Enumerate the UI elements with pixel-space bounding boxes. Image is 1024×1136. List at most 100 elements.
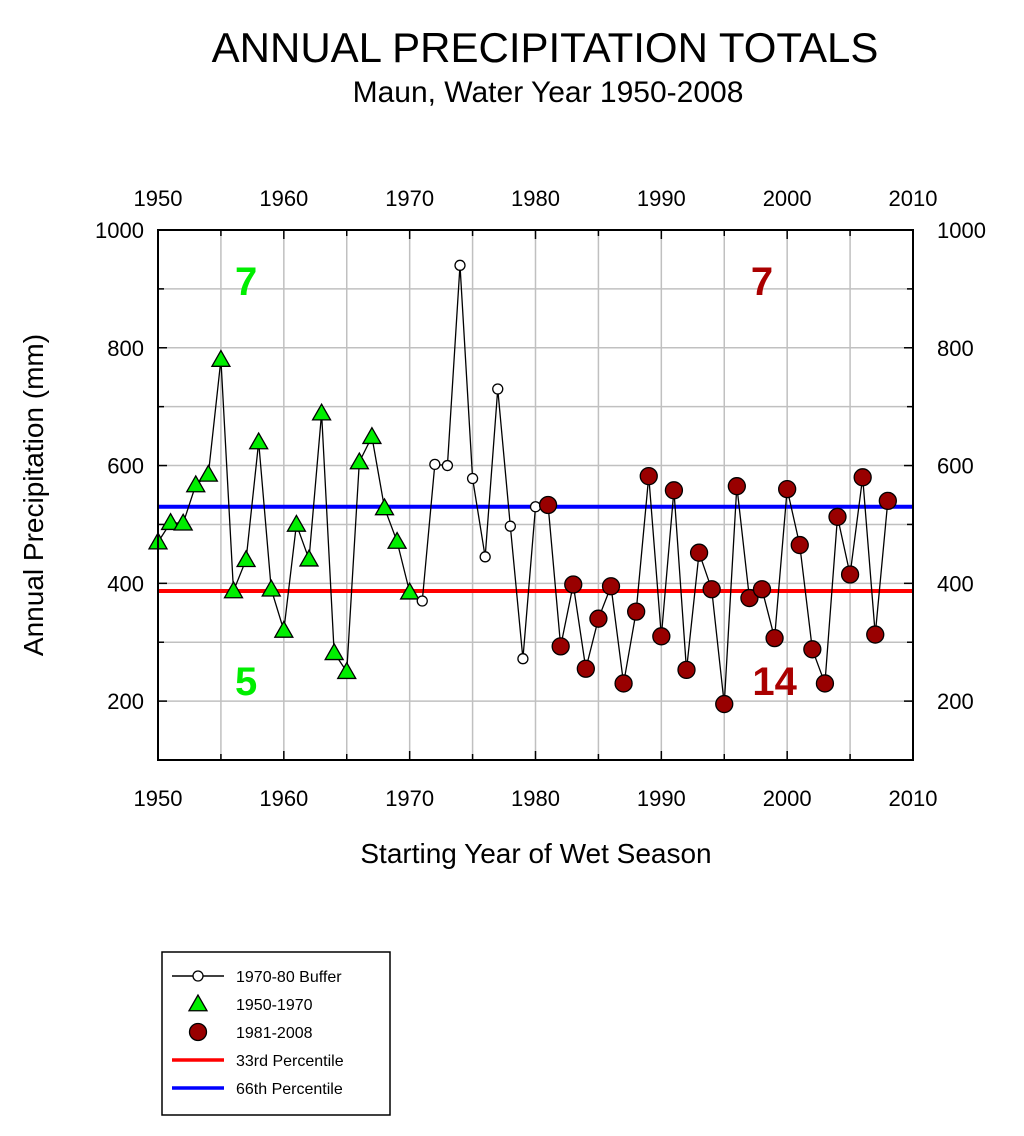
legend-item: 66th Percentile [172, 1081, 343, 1098]
point-1981-2008 [765, 628, 784, 648]
legend-item: 33rd Percentile [172, 1053, 344, 1070]
point-1981-2008 [664, 481, 684, 500]
count-label: 14 [752, 660, 797, 704]
point-1981-2008 [589, 609, 608, 628]
point-1981-2008 [627, 602, 646, 621]
y-tick-label-right: 800 [937, 336, 974, 361]
point-1981-2008 [866, 625, 885, 644]
legend-label: 33rd Percentile [236, 1053, 344, 1070]
point-1950-1970 [386, 531, 408, 549]
point-1970-80 [492, 383, 504, 395]
x-tick-label: 2000 [763, 786, 812, 811]
point-1981-2008 [803, 640, 822, 659]
count-label: 7 [235, 260, 257, 304]
x-tick-label: 1970 [385, 786, 434, 811]
point-1950-1970 [286, 514, 307, 532]
point-1970-80 [441, 459, 454, 472]
point-1981-2008 [778, 479, 797, 499]
x-tick-label: 1960 [259, 786, 308, 811]
legend-label: 66th Percentile [236, 1081, 343, 1098]
point-1981-2008 [564, 575, 583, 594]
legend-open-circle-icon [192, 970, 204, 982]
point-1950-1970 [248, 431, 269, 450]
point-1981-2008 [752, 580, 772, 599]
y-tick-label: 400 [107, 571, 144, 596]
point-1950-1970 [399, 581, 420, 600]
x-tick-label: 1980 [511, 786, 560, 811]
y-tick-label: 600 [107, 454, 144, 479]
point-1950-1970 [361, 426, 383, 445]
x-tick-label-top: 2000 [763, 186, 812, 211]
y-tick-label-right: 600 [937, 454, 974, 479]
point-1970-80 [466, 472, 479, 485]
point-1950-1970 [298, 548, 320, 567]
legend-label: 1950-1970 [236, 997, 313, 1014]
y-tick-label-right: 200 [937, 689, 974, 714]
point-1981-2008 [639, 467, 658, 486]
x-tick-label-top: 1970 [385, 186, 434, 211]
point-1970-80 [529, 501, 542, 513]
point-1981-2008 [840, 565, 860, 584]
y-tick-label: 800 [107, 336, 144, 361]
point-1950-1970 [273, 620, 294, 638]
point-1950-1970 [374, 497, 395, 516]
legend-label: 1981-2008 [236, 1025, 313, 1042]
point-1981-2008 [815, 674, 835, 693]
point-1950-1970 [198, 464, 219, 482]
point-1981-2008 [702, 580, 721, 599]
point-1970-80 [429, 458, 441, 471]
point-1950-1970 [210, 349, 232, 367]
legend-item: 1950-1970 [187, 993, 313, 1014]
x-tick-label-top: 2010 [889, 186, 938, 211]
point-1950-1970 [311, 402, 332, 421]
x-tick-label: 1950 [134, 786, 183, 811]
x-tick-label-top: 1990 [637, 186, 686, 211]
axis-ticks: 1950 1950 1960 1960 1970 1970 1980 1980 1990 1990… [95, 186, 986, 811]
y-tick-label-right: 1000 [937, 218, 986, 243]
point-1950-1970 [261, 578, 282, 597]
point-1981-2008 [689, 543, 709, 562]
x-tick-label: 2010 [889, 786, 938, 811]
point-1981-2008 [551, 637, 570, 656]
point-1981-2008 [853, 468, 872, 487]
point-1950-1970 [223, 580, 244, 599]
point-1981-2008 [576, 659, 595, 678]
grid [158, 230, 913, 760]
x-tick-label-top: 1980 [511, 186, 560, 211]
legend-triangle-icon [187, 993, 209, 1012]
point-1950-1970 [185, 474, 206, 493]
legend-label: 1970-80 Buffer [236, 969, 342, 986]
point-1981-2008 [652, 627, 671, 646]
point-1981-2008 [878, 491, 897, 511]
legend: 1970-80 Buffer 1950-1970 1981-2008 33rd Per… [161, 951, 391, 1116]
point-1981-2008 [740, 588, 759, 608]
y-tick-label: 200 [107, 689, 144, 714]
point-1950-1970 [160, 512, 181, 531]
data-markers [147, 259, 897, 714]
point-1970-80 [454, 259, 466, 271]
point-1981-2008 [828, 507, 847, 526]
legend-item: 1981-2008 [188, 1022, 313, 1042]
x-tick-label: 1990 [637, 786, 686, 811]
legend-item: 1970-80 Buffer [172, 969, 342, 986]
y-tick-label-right: 400 [937, 571, 974, 596]
point-1950-1970 [324, 642, 345, 661]
chart-subtitle: Maun, Water Year 1950-2008 [353, 76, 744, 109]
y-axis-label: Annual Precipitation (mm) [18, 334, 49, 656]
count-annotations: 7 5 7 14 [235, 260, 798, 704]
point-1950-1970 [349, 451, 370, 470]
x-axis-label: Starting Year of Wet Season [360, 838, 711, 869]
point-1970-80 [416, 595, 428, 607]
point-1981-2008 [538, 495, 558, 515]
point-1981-2008 [790, 535, 809, 555]
point-1970-80 [504, 520, 516, 532]
point-1981-2008 [601, 577, 621, 596]
point-1970-80 [479, 551, 491, 563]
count-label: 5 [235, 660, 257, 704]
chart-title: ANNUAL PRECIPITATION TOTALS [212, 24, 879, 71]
x-tick-label-top: 1960 [259, 186, 308, 211]
x-tick-label-top: 1950 [134, 186, 183, 211]
point-1981-2008 [614, 674, 633, 693]
count-label: 7 [751, 260, 773, 304]
